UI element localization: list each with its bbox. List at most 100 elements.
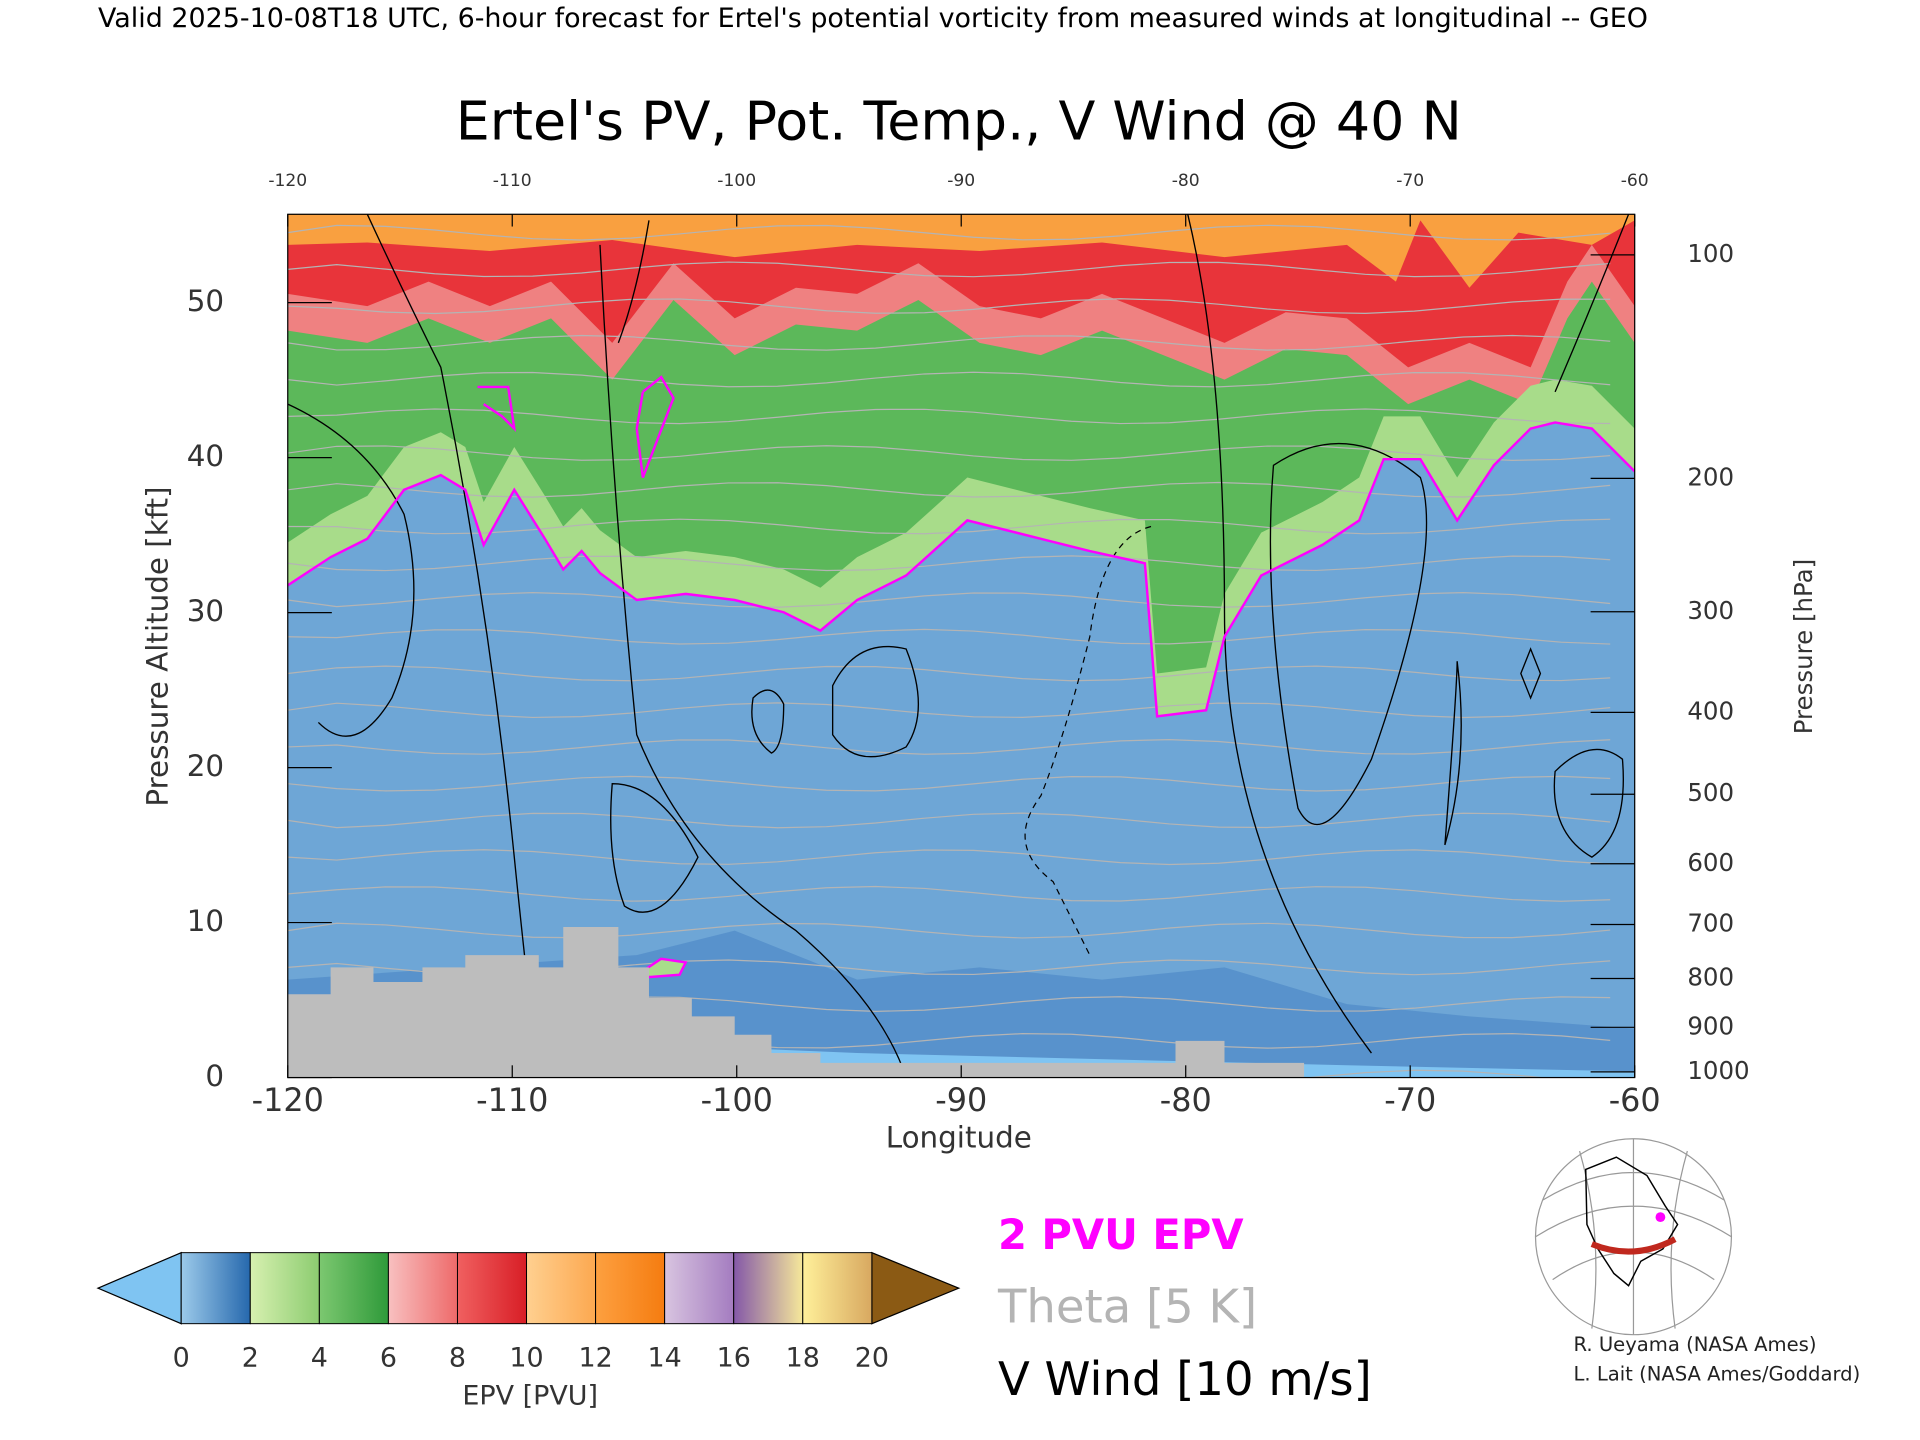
colorbar-label: EPV [PVU] xyxy=(462,1381,598,1412)
colorbar-segment xyxy=(456,1252,528,1325)
y2-tick-label: 200 xyxy=(1687,462,1734,491)
colorbar-tick-label: 8 xyxy=(449,1343,466,1374)
y2-tick-label: 400 xyxy=(1687,696,1734,725)
y-tick-label: 10 xyxy=(187,904,224,938)
theta-contour xyxy=(287,885,1611,902)
theta-contour xyxy=(287,334,1611,351)
y-tick-label: 40 xyxy=(187,439,224,473)
colorbar-segment xyxy=(664,1252,735,1325)
theta-contour xyxy=(287,555,1611,572)
wind-contour xyxy=(610,782,699,913)
theta-contour xyxy=(287,371,1611,388)
x-top-tick-label: -70 xyxy=(1396,171,1424,191)
x-top-tick-label: -120 xyxy=(268,171,307,191)
field-band xyxy=(287,422,1635,1078)
x-tick-label: -90 xyxy=(935,1081,987,1119)
colorbar-segment xyxy=(526,1252,597,1325)
theta-contour xyxy=(287,445,1611,461)
x-top-tick-label: -60 xyxy=(1621,171,1649,191)
header: Valid 2025-10-08T18 UTC, 6-hour forecast… xyxy=(98,3,1648,34)
wind-contour xyxy=(617,220,650,344)
theta-contour xyxy=(287,665,1611,682)
wind-contour xyxy=(1187,214,1372,1054)
colorbar-segment xyxy=(595,1252,666,1325)
wind-contour xyxy=(831,645,919,758)
theta-contour xyxy=(287,261,1611,278)
y2-tick-label: 900 xyxy=(1687,1011,1734,1040)
legend-entry: Theta [5 K] xyxy=(997,1280,1257,1334)
x-tick-label: -100 xyxy=(701,1081,773,1119)
colorbar-under xyxy=(96,1251,182,1325)
y-tick-label: 30 xyxy=(187,594,224,628)
colorbar-tick-label: 4 xyxy=(311,1343,328,1374)
wind-contour xyxy=(751,689,785,754)
wind-contour xyxy=(1444,661,1462,846)
colorbar-segment xyxy=(733,1252,804,1325)
colorbar-tick-label: 10 xyxy=(509,1343,543,1374)
field xyxy=(287,214,1635,1078)
theta-contour xyxy=(287,812,1611,829)
colorbar-tick-label: 14 xyxy=(648,1343,682,1374)
legend-entry: V Wind [10 m/s] xyxy=(998,1352,1372,1406)
theta-contour xyxy=(287,628,1611,645)
x-tick-label: -80 xyxy=(1160,1081,1212,1119)
y2-tick-label: 300 xyxy=(1687,596,1734,625)
theta-contour xyxy=(287,518,1611,535)
pv-2-contour xyxy=(287,421,1635,718)
theta-contour xyxy=(287,922,1611,939)
y2-tick-label: 800 xyxy=(1687,962,1734,991)
wind-contour xyxy=(1553,748,1624,858)
colorbar-tick-label: 16 xyxy=(717,1343,751,1374)
y2-tick-label: 500 xyxy=(1687,778,1734,807)
credit: R. Ueyama (NASA Ames) xyxy=(1573,1333,1816,1356)
x-tick-label: -110 xyxy=(476,1081,548,1119)
colorbar-tick-label: 2 xyxy=(242,1343,259,1374)
y-tick-label: 0 xyxy=(205,1059,224,1093)
map-inset xyxy=(1534,1138,1733,1336)
wind-contour xyxy=(1269,442,1428,826)
theta-contour xyxy=(287,224,1611,241)
x-tick-label: -120 xyxy=(252,1081,324,1119)
legend-entry: 2 PVU EPV xyxy=(998,1210,1244,1259)
wind-contour xyxy=(1024,525,1152,956)
terrain xyxy=(287,926,1305,1078)
x-top-tick-label: -110 xyxy=(493,171,532,191)
colorbar-segment xyxy=(802,1252,873,1325)
wind-contour xyxy=(1520,647,1542,700)
wind-contour xyxy=(287,403,415,737)
theta-contour xyxy=(287,481,1611,498)
wind-contour xyxy=(599,244,907,1078)
credit: L. Lait (NASA Ames/Goddard) xyxy=(1573,1363,1860,1386)
y2-tick-label: 700 xyxy=(1687,908,1734,937)
colorbar-segment xyxy=(180,1252,251,1325)
x-axis-label: Longitude xyxy=(886,1120,1032,1154)
y2-tick-label: 600 xyxy=(1687,848,1734,877)
pv-2-contour xyxy=(477,385,517,433)
theta-contour xyxy=(287,298,1611,315)
theta-contour xyxy=(287,702,1611,719)
wind-contour xyxy=(1554,214,1630,393)
theta-contour xyxy=(287,592,1611,608)
x-tick-label: -70 xyxy=(1384,1081,1436,1119)
theta-contour xyxy=(287,738,1611,755)
theta-contour xyxy=(287,775,1611,792)
y2-axis-label: Pressure [hPa] xyxy=(1789,559,1818,735)
colorbar-segment xyxy=(318,1252,389,1325)
y2-tick-label: 100 xyxy=(1687,239,1734,268)
y-tick-label: 20 xyxy=(187,749,224,783)
x-tick-label: -60 xyxy=(1609,1081,1661,1119)
colorbar-over xyxy=(871,1251,961,1325)
colorbar-segment xyxy=(249,1252,320,1325)
chart-title: Ertel's PV, Pot. Temp., V Wind @ 40 N xyxy=(456,90,1462,153)
pv-2-contour xyxy=(635,375,675,478)
y-tick-label: 50 xyxy=(187,284,224,318)
colorbar-tick-label: 6 xyxy=(380,1343,397,1374)
x-top-tick-label: -90 xyxy=(947,171,975,191)
theta-contour xyxy=(287,408,1611,425)
colorbar-tick-label: 0 xyxy=(173,1343,190,1374)
colorbar-tick-label: 12 xyxy=(578,1343,612,1374)
x-top-tick-label: -80 xyxy=(1172,171,1200,191)
colorbar-tick-label: 18 xyxy=(786,1343,820,1374)
x-top-tick-label: -100 xyxy=(717,171,756,191)
